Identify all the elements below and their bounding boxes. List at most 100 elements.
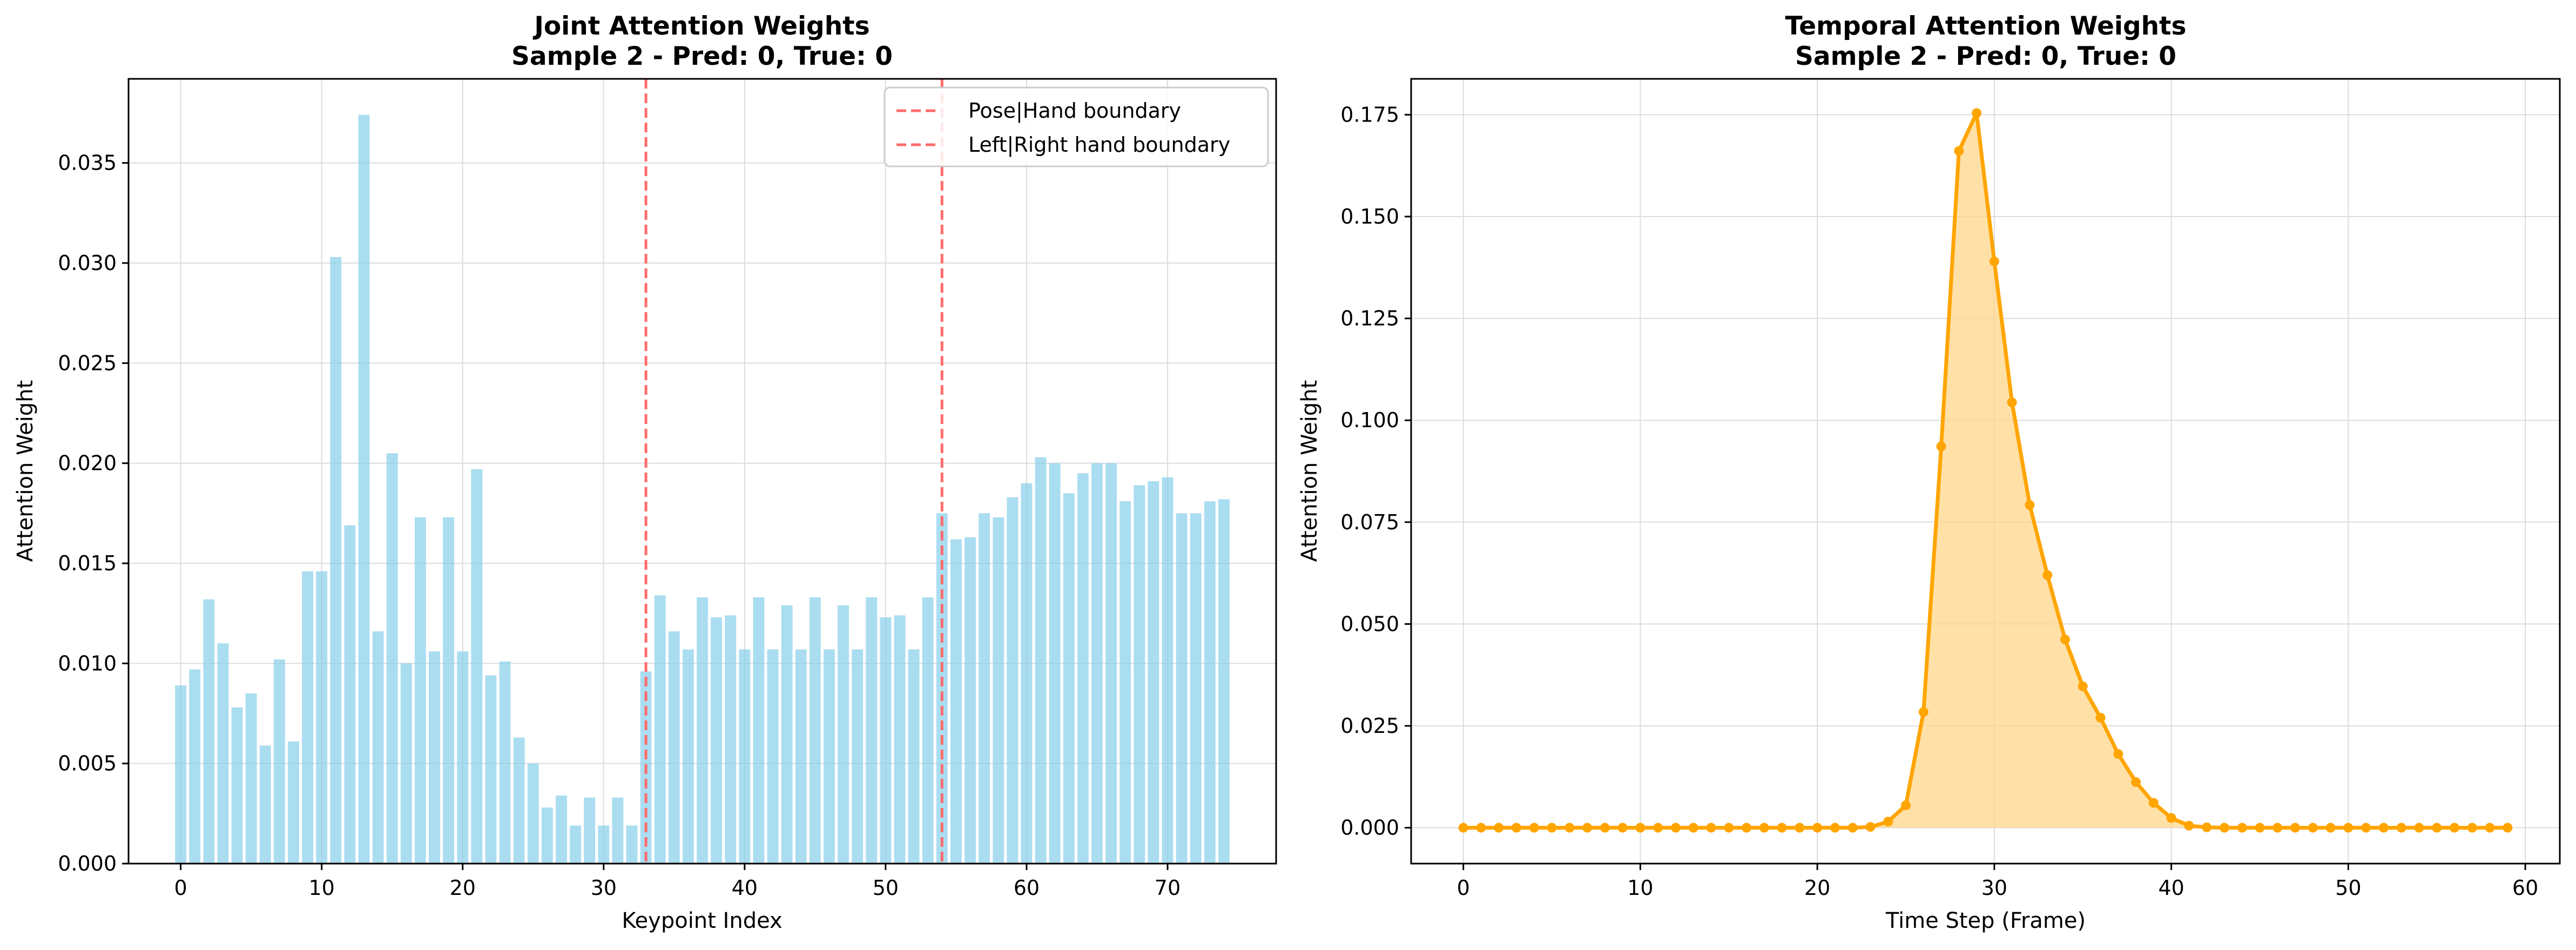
joint-bar bbox=[231, 707, 243, 864]
joint-bar bbox=[1105, 463, 1117, 864]
temporal-point bbox=[1972, 108, 1982, 118]
temporal-point bbox=[2467, 823, 2477, 833]
temporal-point bbox=[2166, 813, 2176, 823]
joint-bar bbox=[767, 649, 779, 864]
temporal-point bbox=[1458, 823, 1468, 833]
y-tick-label: 0.150 bbox=[1340, 205, 1399, 228]
x-tick-label: 10 bbox=[308, 876, 334, 900]
joint-bar bbox=[965, 537, 976, 864]
temporal-chart-area-fill bbox=[1463, 113, 2508, 828]
joint-bar bbox=[725, 615, 737, 864]
y-tick-label: 0.020 bbox=[58, 452, 117, 475]
joint-bar bbox=[541, 807, 553, 864]
temporal-point bbox=[1847, 823, 1858, 833]
y-tick-label: 0.030 bbox=[58, 251, 117, 275]
y-tick-label: 0.075 bbox=[1340, 510, 1399, 534]
temporal-point bbox=[1795, 823, 1805, 833]
temporal-point bbox=[2414, 823, 2424, 833]
temporal-chart-title-line2: Sample 2 - Pred: 0, True: 0 bbox=[1795, 42, 2176, 71]
x-tick-label: 50 bbox=[2335, 876, 2361, 900]
joint-bar bbox=[1120, 501, 1131, 864]
temporal-point bbox=[2131, 777, 2141, 787]
y-tick-label: 0.025 bbox=[58, 351, 117, 375]
temporal-point bbox=[1494, 823, 1504, 833]
temporal-chart-x-axis-label: Time Step (Frame) bbox=[1885, 908, 2086, 933]
temporal-point bbox=[1547, 823, 1557, 833]
temporal-point bbox=[2308, 823, 2318, 833]
x-tick-label: 70 bbox=[1155, 876, 1181, 900]
temporal-point bbox=[2078, 681, 2088, 691]
joint-bar bbox=[1176, 513, 1188, 864]
joint-bar bbox=[682, 649, 694, 864]
joint-chart-bars bbox=[175, 114, 1230, 864]
temporal-point bbox=[1954, 146, 1964, 156]
y-tick-label: 0.175 bbox=[1340, 103, 1399, 126]
joint-bar bbox=[809, 597, 821, 864]
joint-chart-x-axis-label: Keypoint Index bbox=[622, 908, 782, 933]
temporal-point bbox=[1989, 256, 1999, 266]
y-tick-label: 0.100 bbox=[1340, 408, 1399, 432]
temporal-point bbox=[1936, 441, 1946, 452]
temporal-point bbox=[2396, 823, 2406, 833]
joint-bar bbox=[781, 605, 793, 864]
joint-bar bbox=[697, 597, 708, 864]
x-tick-label: 0 bbox=[174, 876, 187, 900]
joint-bar bbox=[344, 525, 356, 864]
y-tick-label: 0.035 bbox=[58, 151, 117, 175]
joint-bar bbox=[400, 663, 412, 864]
temporal-point bbox=[1759, 823, 1769, 833]
joint-bar bbox=[217, 643, 229, 864]
x-tick-label: 20 bbox=[450, 876, 476, 900]
joint-bar bbox=[866, 597, 878, 864]
temporal-point bbox=[2219, 823, 2229, 833]
joint-bar bbox=[993, 517, 1004, 864]
joint-bar bbox=[950, 539, 962, 864]
temporal-point bbox=[2042, 570, 2053, 580]
temporal-chart-y-axis-label: Attention Weight bbox=[1297, 380, 1322, 562]
joint-bar bbox=[513, 737, 525, 864]
joint-chart-title-line2: Sample 2 - Pred: 0, True: 0 bbox=[511, 42, 893, 71]
joint-bar bbox=[894, 615, 906, 864]
temporal-point bbox=[1918, 707, 1928, 717]
temporal-chart-y-ticks: 0.000 0.025 0.050 0.075 0.100 0.125 0.150 0.175 bbox=[1340, 103, 1411, 840]
temporal-point bbox=[2148, 798, 2159, 808]
temporal-point bbox=[1653, 823, 1663, 833]
joint-bar bbox=[1035, 457, 1047, 864]
temporal-chart-points bbox=[1458, 108, 2513, 833]
temporal-point bbox=[1565, 823, 1575, 833]
y-tick-label: 0.005 bbox=[58, 752, 117, 776]
joint-bar bbox=[654, 595, 666, 864]
y-tick-label: 0.015 bbox=[58, 551, 117, 575]
y-tick-label: 0.010 bbox=[58, 651, 117, 675]
joint-chart-x-ticks: 0 10 20 30 40 50 60 70 bbox=[174, 864, 1181, 900]
joint-bar bbox=[457, 651, 469, 864]
y-tick-label: 0.050 bbox=[1340, 612, 1399, 636]
joint-bar bbox=[386, 453, 398, 864]
joint-chart-y-axis-label: Attention Weight bbox=[13, 380, 38, 562]
x-tick-label: 10 bbox=[1627, 876, 1653, 900]
joint-bar bbox=[1007, 497, 1019, 864]
joint-bar bbox=[1091, 463, 1103, 864]
joint-bar bbox=[189, 669, 201, 864]
temporal-point bbox=[1688, 823, 1698, 833]
joint-bar bbox=[626, 825, 638, 864]
temporal-chart-x-ticks: 0 10 20 30 40 50 60 bbox=[1457, 864, 2538, 900]
y-tick-label: 0.025 bbox=[1340, 714, 1399, 738]
temporal-point bbox=[2432, 823, 2442, 833]
x-tick-label: 20 bbox=[1804, 876, 1830, 900]
joint-bar bbox=[711, 617, 723, 864]
temporal-point bbox=[2025, 500, 2035, 510]
joint-bar bbox=[880, 617, 892, 864]
joint-bar bbox=[852, 649, 864, 864]
joint-bar bbox=[979, 513, 990, 864]
x-tick-label: 40 bbox=[2158, 876, 2184, 900]
joint-chart-y-ticks: 0.000 0.005 0.010 0.015 0.020 0.025 0.030 0.035 bbox=[58, 151, 129, 875]
temporal-point bbox=[1476, 823, 1486, 833]
joint-bar bbox=[302, 571, 313, 864]
joint-bar bbox=[499, 661, 511, 864]
joint-bar bbox=[1134, 485, 1145, 864]
joint-attention-chart: Joint Attention Weights Sample 2 - Pred:… bbox=[13, 11, 1277, 933]
temporal-chart-axes-frame bbox=[1410, 78, 2561, 865]
temporal-point bbox=[2095, 712, 2106, 723]
temporal-point bbox=[2485, 823, 2495, 833]
